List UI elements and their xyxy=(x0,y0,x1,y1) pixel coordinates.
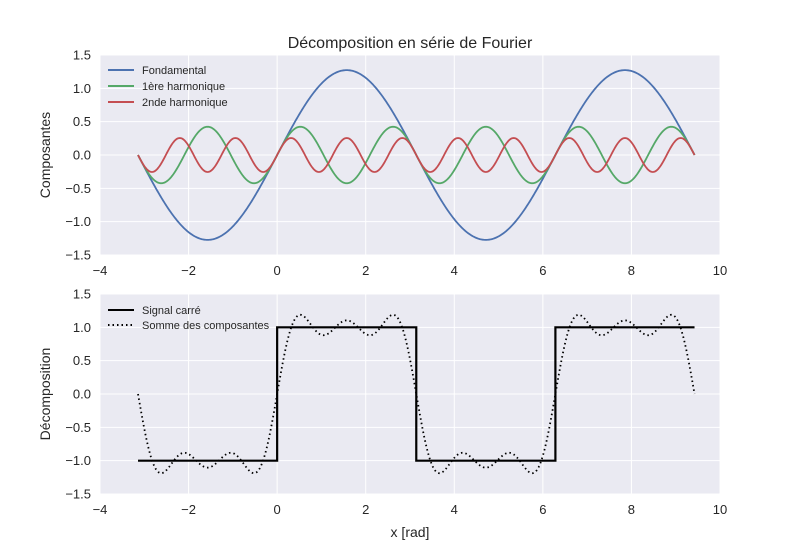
y-tick-label: 1.0 xyxy=(73,81,91,96)
x-tick-label: −2 xyxy=(181,263,196,278)
x-tick-label: −4 xyxy=(93,263,108,278)
y-tick-label: −0.5 xyxy=(65,420,91,435)
y-tick-label: 0.5 xyxy=(73,114,91,129)
legend-label: 2nde harmonique xyxy=(142,97,228,109)
y-tick-label: −1.0 xyxy=(65,214,91,229)
top-plot-components: −4 −2 0 2 4 6 8 10 1.5 1.0 0.5 0.0 −0.5 −1.0 −1.5 Compo… xyxy=(37,48,727,279)
legend-label: Signal carré xyxy=(142,305,201,317)
y-tick-label: 0.5 xyxy=(73,353,91,368)
legend-bottom: Signal carré Somme des composantes xyxy=(108,305,270,332)
x-tick-label: 10 xyxy=(713,502,727,517)
x-tick-label: −2 xyxy=(181,502,196,517)
series-line-harmonique-2 xyxy=(137,137,696,173)
y-tick-label: 0.0 xyxy=(73,387,91,402)
legend-label: Somme des composantes xyxy=(142,320,270,332)
y-tick-label: −1.5 xyxy=(65,248,91,263)
y-tick-label: 1.0 xyxy=(73,320,91,335)
series-line-signal-carre xyxy=(138,326,695,462)
x-tick-label: 0 xyxy=(274,263,281,278)
y-tick-label: −1.5 xyxy=(65,487,91,502)
y-tick-label: 1.5 xyxy=(73,287,91,302)
y-axis-label: Composantes xyxy=(37,112,53,198)
legend-label: Fondamental xyxy=(142,65,206,77)
x-tick-label: 8 xyxy=(628,263,635,278)
legend-top: Fondamental 1ère harmonique 2nde harmoniqu… xyxy=(108,65,228,109)
legend-label: 1ère harmonique xyxy=(142,81,225,93)
y-tick-label: 0.0 xyxy=(73,148,91,163)
x-tick-label: 6 xyxy=(539,502,546,517)
x-tick-label: 4 xyxy=(451,502,458,517)
x-tick-label: 6 xyxy=(539,263,546,278)
y-tick-label: 1.5 xyxy=(73,48,91,63)
x-tick-label: 2 xyxy=(362,502,369,517)
y-tick-label: −1.0 xyxy=(65,453,91,468)
bottom-plot-decomposition: −4 −2 0 2 4 6 8 10 1.5 1.0 0.5 0.0 −0.5 −1.0 −1.5 Décom… xyxy=(37,287,727,518)
y-axis-label: Décomposition xyxy=(37,348,53,441)
x-tick-label: 4 xyxy=(451,263,458,278)
chart-title: Décomposition en série de Fourier xyxy=(288,35,533,52)
x-tick-label: 2 xyxy=(362,263,369,278)
x-tick-label: −4 xyxy=(93,502,108,517)
x-axis-label: x [rad] xyxy=(391,524,430,540)
y-tick-label: −0.5 xyxy=(65,181,91,196)
x-tick-label: 0 xyxy=(274,502,281,517)
x-tick-label: 8 xyxy=(628,502,635,517)
x-tick-label: 10 xyxy=(713,263,727,278)
